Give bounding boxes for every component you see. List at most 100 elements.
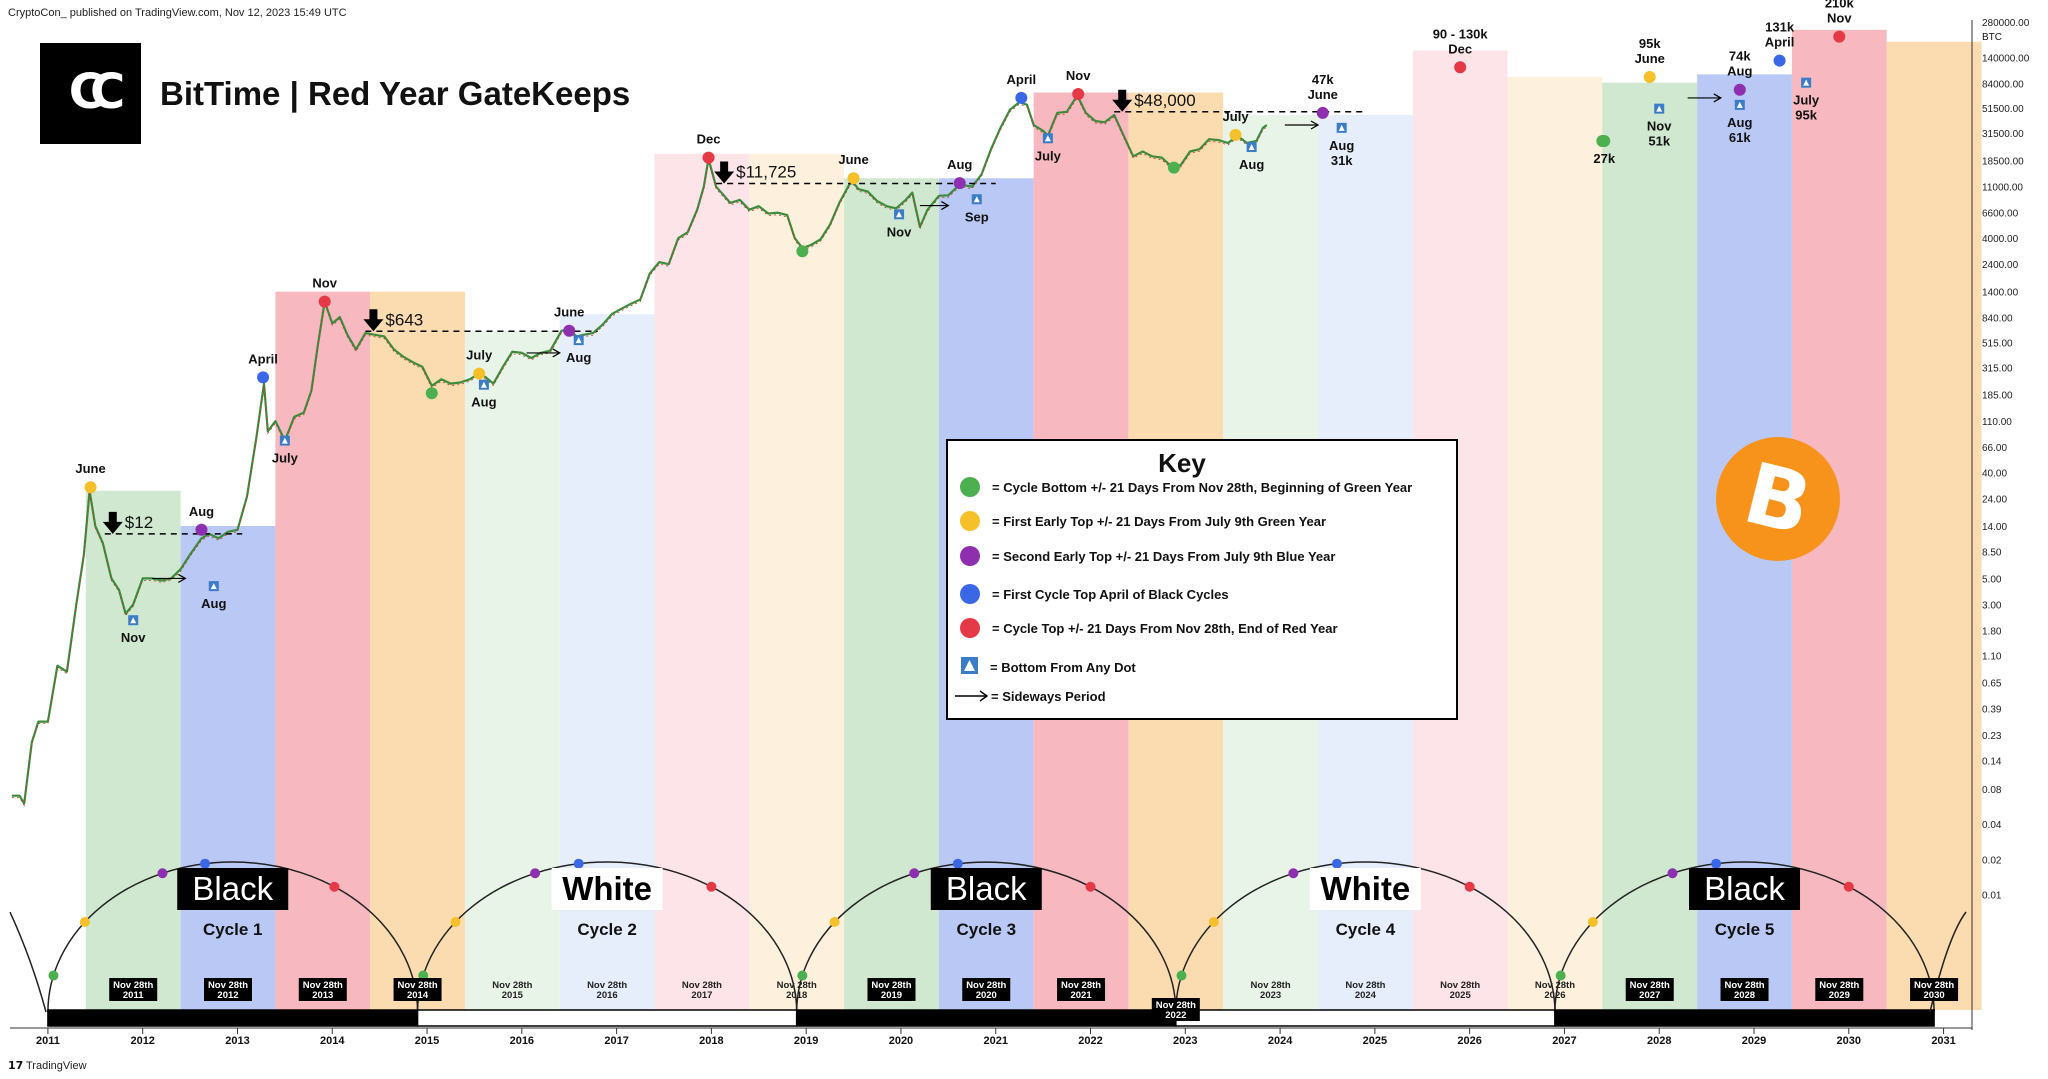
nov28-label-box <box>962 978 1011 1001</box>
logo-box <box>40 43 141 144</box>
dot-label: July <box>466 348 493 363</box>
year-band-6 <box>654 153 750 1011</box>
nov28-label-box <box>393 978 442 1001</box>
resistance-label: $48,000 <box>1134 91 1195 110</box>
year-band-0 <box>85 490 181 1010</box>
nov28-label: Nov 28th 2028 <box>1724 980 1764 1001</box>
bottom-marker-label: July 95k <box>1793 93 1820 123</box>
key-box <box>946 439 1458 720</box>
y-tick-label: 0.02 <box>1982 855 2002 866</box>
bottom-marker-label: Aug <box>201 596 226 611</box>
year-bands <box>85 29 1982 1011</box>
bottom-triangle-icon <box>210 583 217 590</box>
cycle-label-layer: Black Cycle 1 White Cycle 2 Black Cycle 3 Whit… <box>109 868 1959 1021</box>
down-arrow-icon <box>1112 89 1133 112</box>
y-tick-label: 0.14 <box>1982 756 2002 767</box>
bottom-marker-label: Aug <box>471 395 496 410</box>
y-tick-label: 315.00 <box>1982 364 2013 375</box>
cycle-arc-3 <box>1175 861 1556 1013</box>
y-tick-label: 66.00 <box>1982 443 2007 454</box>
key-dot-icon <box>960 618 980 638</box>
bottom-marker-label: Sep <box>965 209 989 224</box>
key-arrowhead-icon <box>979 690 989 702</box>
cycle-name: Black <box>192 870 273 907</box>
nov28-label: Nov 28th 2017 <box>682 980 722 1001</box>
cycle-dot <box>1643 71 1656 84</box>
dot-label: Nov <box>1066 68 1091 83</box>
header-layer: CryptoCon_ published on TradingView.com,… <box>8 7 630 1072</box>
dot-label: Nov <box>312 276 337 291</box>
x-tick-label: 2020 <box>889 1035 913 1047</box>
arc-dot <box>1085 881 1096 892</box>
nov28-label: Nov 28th 2012 <box>208 980 248 1001</box>
nov28-label: Nov 28th 2024 <box>1345 980 1385 1001</box>
cycle-name: White <box>1320 870 1410 907</box>
dot-label: April <box>1007 72 1037 87</box>
x-tick-label: 2015 <box>415 1035 439 1047</box>
key-title: Key <box>1158 448 1206 478</box>
nov28-label: Nov 28th 2026 <box>1535 980 1575 1001</box>
down-arrow-icon <box>363 309 384 332</box>
x-tick-label: 2014 <box>320 1035 345 1047</box>
nov28-label: Nov 28th 2016 <box>587 980 627 1001</box>
key-dot-icon <box>960 546 980 566</box>
key-item-text: = Cycle Bottom +/- 21 Days From Nov 28th… <box>992 480 1412 495</box>
x-tick-label: 2028 <box>1647 1035 1671 1047</box>
cycle-name-box <box>177 868 289 910</box>
key-item-text: = Bottom From Any Dot <box>990 660 1136 675</box>
bitcoin-logo-circle <box>1716 437 1840 561</box>
y-tick-label: 840.00 <box>1982 314 2013 325</box>
year-band-2 <box>275 291 371 1011</box>
x-tick-label: 2017 <box>604 1035 628 1047</box>
year-band-3 <box>370 291 465 1011</box>
nov28-label: Nov 28th 2022 <box>1156 1000 1196 1021</box>
nov28-label-box <box>204 978 252 1001</box>
y-tick-label: 14.00 <box>1982 522 2007 533</box>
cycle-dot <box>1015 91 1028 104</box>
dot-label: July <box>1223 109 1250 124</box>
nov28-label: Nov 28th 2025 <box>1440 980 1480 1001</box>
cycle-arc-1 <box>416 861 798 1013</box>
cycle-label: Cycle 5 <box>1715 920 1775 939</box>
x-tick-label: 2025 <box>1363 1035 1387 1047</box>
cycle-label: Cycle 2 <box>577 920 637 939</box>
nov28-label: Nov 28th 2020 <box>966 980 1006 1001</box>
y-axis-unit: BTC <box>1982 32 2002 43</box>
cycle-label: Cycle 3 <box>956 920 1016 939</box>
resistance-label: $11,725 <box>736 162 796 181</box>
bottom-triangle-icon <box>1736 101 1743 108</box>
y-tick-label: 0.65 <box>1982 678 2002 689</box>
arc-dot <box>1176 970 1187 981</box>
nov28-label-box <box>1910 978 1959 1001</box>
cycle-dot <box>1773 54 1786 67</box>
y-tick-label: 8.50 <box>1982 547 2002 558</box>
cycle-name: Black <box>1704 870 1785 907</box>
arc-dot <box>1843 881 1854 892</box>
nov28-label-box <box>1625 978 1674 1001</box>
year-band-7 <box>749 153 845 1011</box>
publisher-line: CryptoCon_ published on TradingView.com,… <box>8 7 347 19</box>
y-tick-label: 3.00 <box>1982 600 2002 611</box>
bottom-marker-label: Nov <box>887 224 912 239</box>
cycle-arcs <box>9 858 1967 1027</box>
price-candle-wicks <box>11 96 1268 807</box>
cycle-arc-prev <box>9 911 47 1013</box>
x-tick-label: 2027 <box>1552 1035 1576 1047</box>
tradingview-icon: 17 <box>8 1059 23 1072</box>
arc-dot <box>706 881 717 892</box>
dot-label: June <box>75 461 105 476</box>
arc-dot <box>1711 858 1722 869</box>
y-tick-label: 110.00 <box>1982 417 2012 428</box>
dot-label: Aug <box>189 504 214 519</box>
arc-dot <box>1208 917 1219 927</box>
cycle-dot <box>1598 135 1611 148</box>
arc-dot <box>530 868 541 879</box>
arc-dot <box>829 917 840 927</box>
cycle-name-box <box>1309 868 1421 910</box>
cycle-dot <box>1733 83 1746 96</box>
nov28-label-box <box>1815 978 1864 1001</box>
nov28-label: Nov 28th 2021 <box>1061 980 1101 1001</box>
arc-dot <box>1331 858 1342 869</box>
nov28-label: Nov 28th 2011 <box>113 980 153 1001</box>
y-tick-label: 1.10 <box>1982 651 2002 662</box>
